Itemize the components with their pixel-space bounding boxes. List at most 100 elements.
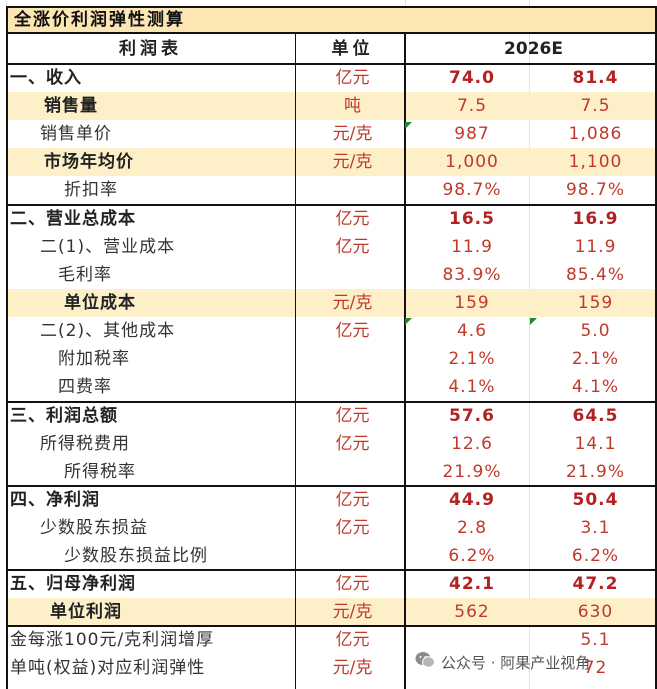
row-label: 少数股东损益比例 (64, 546, 208, 566)
row-value: 74.0 (449, 68, 495, 88)
table-title: 全涨价利润弹性测算 (14, 10, 185, 30)
header-item: 利润表 (119, 39, 182, 59)
row-unit (295, 345, 410, 373)
row-value: 4.1% (571, 377, 620, 397)
row-value: 6.2% (571, 546, 620, 566)
row-value: 14.1 (574, 434, 617, 454)
table-row[interactable]: 四、净利润 亿元 44.9 50.4 (6, 486, 657, 514)
table-row[interactable]: 二、营业总成本 亿元 16.5 16.9 (6, 205, 657, 233)
section-divider (6, 625, 657, 627)
row-value: 1,086 (568, 124, 623, 144)
row-value: 2.1% (571, 349, 620, 369)
row-unit: 吨 (344, 96, 361, 116)
row-value: 21.9% (565, 462, 625, 482)
column-divider (295, 34, 296, 689)
table-row[interactable]: 一、收入 亿元 74.0 81.4 (6, 64, 657, 92)
row-unit: 元/克 (332, 602, 373, 622)
cell-marker (530, 318, 537, 325)
row-label: 市场年均价 (44, 152, 134, 172)
table-row[interactable]: 销售量 吨 7.5 7.5 (6, 92, 657, 120)
table-header: 利润表 单位 2026E (6, 34, 657, 64)
section-divider (6, 569, 657, 571)
row-value: 44.9 (449, 490, 495, 510)
table-row[interactable]: 所得税费用 亿元 12.6 14.1 (6, 430, 657, 458)
row-unit (295, 542, 410, 570)
table-row[interactable]: 五、归母净利润 亿元 42.1 47.2 (6, 570, 657, 598)
row-unit: 元/克 (332, 152, 373, 172)
row-value: 85.4% (565, 265, 625, 285)
row-unit: 元/克 (332, 658, 373, 678)
row-value: 1,000 (445, 152, 499, 172)
row-label: 五、归母净利润 (10, 574, 136, 594)
row-value: 42.1 (449, 574, 495, 594)
row-unit: 亿元 (335, 490, 370, 510)
table-row[interactable]: 附加税率 2.1% 2.1% (6, 345, 657, 373)
header-divider (6, 63, 657, 65)
row-label: 销售量 (44, 96, 98, 116)
row-label: 金每涨100元/克利润增厚 (10, 630, 215, 650)
table-border-right (655, 34, 657, 689)
row-label: 单吨(权益)对应利润弹性 (10, 658, 206, 678)
row-value: 987 (454, 124, 490, 144)
table-row[interactable]: 二(2)、其他成本 亿元 4.6 5.0 (6, 317, 657, 345)
table-row[interactable]: 金每涨100元/克利润增厚 亿元 5.1 (6, 626, 657, 654)
table-row[interactable]: 所得税率 21.9% 21.9% (6, 458, 657, 486)
row-value: 5.1 (580, 630, 611, 650)
column-divider (404, 34, 406, 689)
row-label: 二、营业总成本 (10, 209, 136, 229)
table-row[interactable]: 三、利润总额 亿元 57.6 64.5 (6, 402, 657, 430)
table-row[interactable]: 毛利率 83.9% 85.4% (6, 261, 657, 289)
row-value: 562 (454, 602, 490, 622)
row-value: 16.9 (572, 209, 619, 229)
row-value: 64.5 (572, 406, 619, 426)
row-value: 3.1 (580, 518, 611, 538)
row-value: 16.5 (449, 209, 495, 229)
table-row[interactable]: 二(1)、营业成本 亿元 11.9 11.9 (6, 233, 657, 261)
row-value: 630 (577, 602, 614, 622)
row-value: 11.9 (574, 237, 617, 257)
table-row[interactable]: 少数股东损益 亿元 2.8 3.1 (6, 514, 657, 542)
row-label: 所得税费用 (40, 434, 130, 454)
row-value: 81.4 (572, 68, 619, 88)
cell-marker (405, 122, 412, 129)
table-row[interactable]: 四费率 4.1% 4.1% (6, 373, 657, 401)
table-border-left (6, 34, 8, 689)
row-value: 57.6 (449, 406, 495, 426)
row-value: 98.7% (565, 180, 625, 200)
table-row[interactable]: 销售单价 元/克 987 1,086 (6, 120, 657, 148)
row-unit: 亿元 (335, 406, 370, 426)
row-label: 三、利润总额 (10, 406, 118, 426)
table-row[interactable]: 单位利润 元/克 562 630 (6, 598, 657, 626)
row-label: 附加税率 (58, 349, 130, 369)
table-row[interactable]: 市场年均价 元/克 1,000 1,100 (6, 148, 657, 176)
row-value: 4.1% (448, 377, 496, 397)
row-unit: 亿元 (335, 434, 370, 454)
header-year: 2026E (504, 39, 563, 59)
row-value: 47.2 (572, 574, 619, 594)
table-row[interactable]: 单位成本 元/克 159 159 (6, 289, 657, 317)
header-unit: 单位 (331, 39, 374, 59)
table-row[interactable]: 单吨(权益)对应利润弹性 元/克 72 (6, 654, 657, 682)
section-divider (6, 485, 657, 487)
section-divider (6, 401, 657, 403)
table-row[interactable]: 少数股东损益比例 6.2% 6.2% (6, 542, 657, 570)
table-row[interactable]: 折扣率 98.7% 98.7% (6, 176, 657, 204)
row-label: 单位成本 (64, 293, 136, 313)
row-unit: 亿元 (335, 518, 370, 538)
row-label: 销售单价 (40, 124, 112, 144)
row-unit: 元/克 (332, 293, 373, 313)
row-unit (295, 373, 410, 401)
row-value: 50.4 (572, 490, 619, 510)
row-value: 2.8 (456, 518, 488, 538)
table-title-bar[interactable]: 全涨价利润弹性测算 (6, 6, 657, 34)
row-value: 4.6 (456, 321, 488, 341)
row-label: 毛利率 (58, 265, 112, 285)
row-unit (295, 458, 410, 486)
row-value: 72 (583, 658, 608, 678)
row-unit (295, 261, 410, 289)
watermark-text: 公众号 · 阿果产业视角 (441, 654, 591, 672)
row-value: 159 (454, 293, 490, 313)
section-divider (6, 204, 657, 206)
row-value: 7.5 (456, 96, 488, 116)
